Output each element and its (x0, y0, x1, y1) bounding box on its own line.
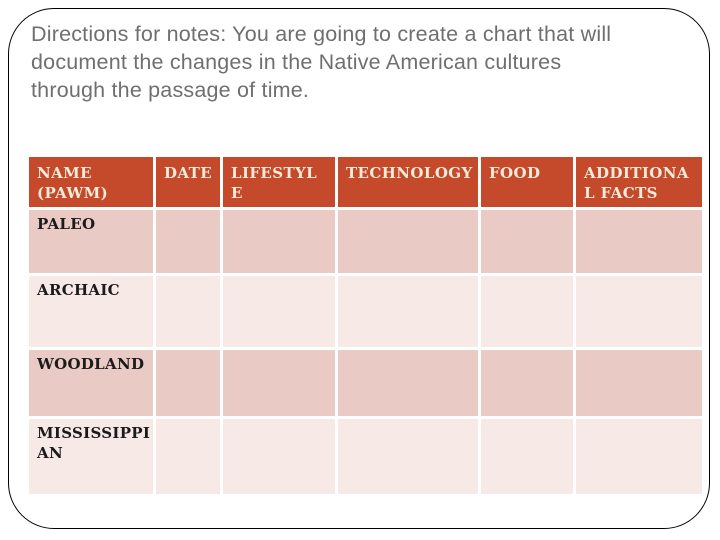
table-cell-archaic-technology[interactable] (338, 276, 478, 347)
table-cell-mississippian-date[interactable] (156, 419, 220, 494)
table-cell-woodland-food[interactable] (481, 350, 573, 416)
table-cell-paleo-food[interactable] (481, 210, 573, 273)
table-cell-mississippian-lifestyle[interactable] (223, 419, 335, 494)
table-header-date: DATE (156, 157, 220, 207)
table-header-lifestyle: LIFESTYL E (223, 157, 335, 207)
table-cell-archaic-additional[interactable] (576, 276, 702, 347)
table-cell-paleo-additional[interactable] (576, 210, 702, 273)
table-cell-archaic-food[interactable] (481, 276, 573, 347)
table-cell-paleo-lifestyle[interactable] (223, 210, 335, 273)
row-label-archaic: ARCHAIC (29, 276, 153, 347)
table-cell-woodland-lifestyle[interactable] (223, 350, 335, 416)
table-cell-woodland-technology[interactable] (338, 350, 478, 416)
table-header-food: FOOD (481, 157, 573, 207)
table-header-name: NAME (PAWM) (29, 157, 153, 207)
table-cell-woodland-additional[interactable] (576, 350, 702, 416)
table-cell-archaic-lifestyle[interactable] (223, 276, 335, 347)
table-cell-mississippian-food[interactable] (481, 419, 573, 494)
table-cell-mississippian-technology[interactable] (338, 419, 478, 494)
table-cell-mississippian-additional[interactable] (576, 419, 702, 494)
table-cell-archaic-date[interactable] (156, 276, 220, 347)
table-cell-paleo-technology[interactable] (338, 210, 478, 273)
row-label-paleo: PALEO (29, 210, 153, 273)
slide-title: Directions for notes: You are going to c… (31, 22, 612, 102)
table-header-additional-facts: ADDITIONA L FACTS (576, 157, 702, 207)
table-header-technology: TECHNOLOGY (338, 157, 478, 207)
table-cell-woodland-date[interactable] (156, 350, 220, 416)
table-cell-paleo-date[interactable] (156, 210, 220, 273)
row-label-woodland: WOODLAND (29, 350, 153, 416)
row-label-mississippian: MISSISSIPPI AN (29, 419, 153, 494)
notes-table: NAME (PAWM) DATE LIFESTYL E TECHNOLOGY F… (29, 157, 702, 494)
